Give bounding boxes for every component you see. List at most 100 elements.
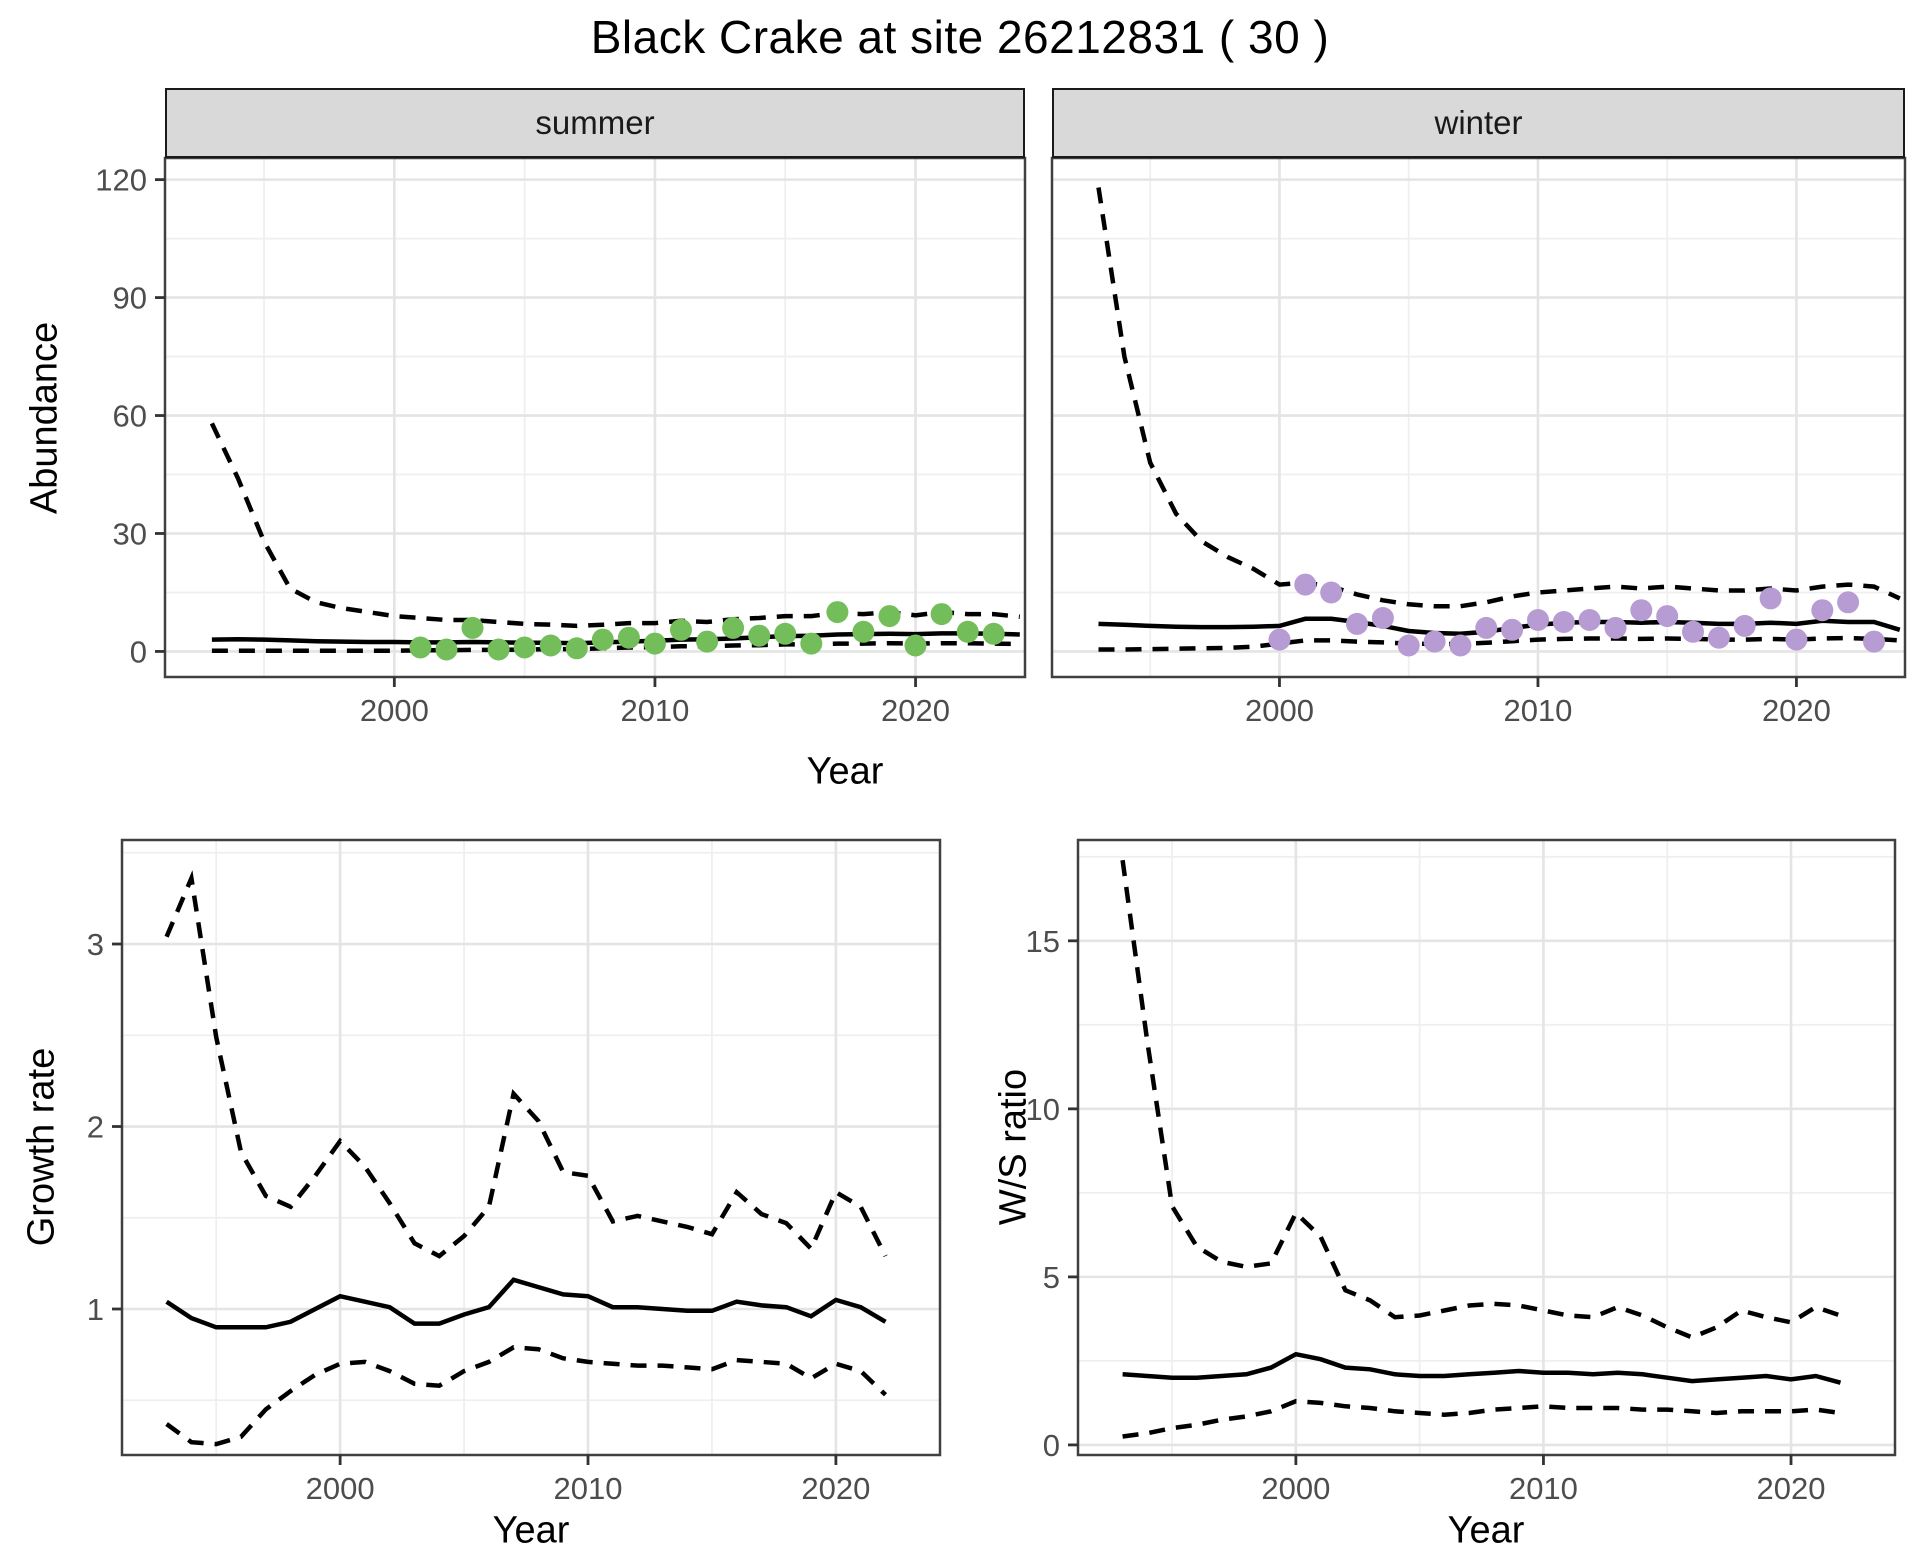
panel-background bbox=[122, 840, 940, 1455]
data-point bbox=[1811, 599, 1834, 622]
data-point bbox=[461, 616, 484, 639]
data-point bbox=[1837, 591, 1860, 614]
panel-border bbox=[1076, 838, 1897, 1457]
data-point bbox=[1527, 609, 1549, 631]
panel-background bbox=[1078, 840, 1895, 1455]
series-lower_ci bbox=[165, 1345, 888, 1447]
axis-ticks: 2000 2010 2020 bbox=[1245, 677, 1831, 728]
chart-title: Black Crake at site 26212831 ( 30 ) bbox=[590, 11, 1330, 63]
gridlines bbox=[1052, 158, 1905, 677]
data-point bbox=[878, 605, 901, 628]
y-tick-label: 3 bbox=[87, 927, 104, 962]
y-tick-label: 60 bbox=[113, 399, 147, 434]
data-point bbox=[539, 634, 562, 657]
data-point bbox=[1294, 573, 1317, 596]
abundance-axis-title: Abundance bbox=[23, 321, 66, 515]
data-point bbox=[1785, 628, 1808, 651]
data-point bbox=[1604, 616, 1627, 639]
facet-strip-winter: winter bbox=[1052, 88, 1905, 158]
x-tick-label: 2010 bbox=[1503, 693, 1572, 728]
data-point bbox=[1423, 630, 1446, 653]
data-point bbox=[617, 626, 640, 649]
data-point bbox=[1475, 616, 1498, 639]
data-point bbox=[1578, 609, 1601, 631]
series-median bbox=[1098, 616, 1901, 637]
y-tick-label: 15 bbox=[1026, 924, 1060, 959]
series-lower_ci bbox=[1122, 1398, 1841, 1439]
x-tick-label: 2000 bbox=[306, 1471, 375, 1506]
x-tick-label: 2010 bbox=[620, 693, 689, 728]
axis-ticks: 2000 2010 2020 0 5 10 15 bbox=[1026, 924, 1826, 1506]
data-point bbox=[800, 632, 823, 655]
data-point bbox=[565, 637, 588, 660]
series-median bbox=[165, 1277, 887, 1330]
data-point bbox=[1371, 607, 1394, 629]
series-upper_ci bbox=[1120, 859, 1842, 1340]
data-point bbox=[774, 622, 797, 645]
data-point bbox=[696, 630, 719, 653]
y-tick-label: 5 bbox=[1043, 1260, 1060, 1295]
series-median bbox=[1122, 1351, 1842, 1385]
data-point bbox=[1552, 611, 1575, 633]
data-point bbox=[1346, 612, 1368, 635]
data-point bbox=[435, 638, 458, 661]
facet-strip-summer-label: summer bbox=[535, 104, 655, 141]
facet-strip-winter-label: winter bbox=[1434, 104, 1523, 141]
data-point bbox=[930, 603, 953, 626]
x-tick-label: 2010 bbox=[554, 1471, 623, 1506]
panel-border bbox=[120, 838, 942, 1457]
panel-growth-rate: 2000 2010 2020 1 2 3 bbox=[87, 838, 942, 1506]
data-point bbox=[852, 620, 875, 643]
axis-ticks: 2000 2010 2020 1 2 3 bbox=[87, 927, 871, 1506]
gridlines bbox=[122, 840, 940, 1455]
data-point bbox=[1501, 618, 1524, 641]
data-point bbox=[1863, 630, 1885, 653]
x-tick-label: 2020 bbox=[1762, 693, 1831, 728]
y-tick-label: 0 bbox=[1043, 1428, 1060, 1463]
panel-border bbox=[163, 156, 1027, 679]
x-tick-label: 2020 bbox=[801, 1471, 870, 1506]
data-point bbox=[1707, 626, 1730, 649]
axis-ticks: 2000 2010 2020 0 30 60 90 120 bbox=[95, 163, 950, 728]
data-point bbox=[748, 624, 771, 647]
x-tick-label: 2000 bbox=[360, 693, 429, 728]
panel-background bbox=[165, 158, 1025, 677]
data-point bbox=[487, 638, 510, 661]
data-point bbox=[409, 636, 432, 659]
y-tick-label: 120 bbox=[95, 163, 147, 198]
data-point bbox=[904, 634, 927, 657]
data-point bbox=[1268, 628, 1291, 651]
data-point bbox=[643, 632, 666, 655]
data-point bbox=[1320, 581, 1343, 604]
data-point bbox=[1630, 599, 1653, 622]
data-point bbox=[591, 628, 614, 651]
y-tick-label: 10 bbox=[1026, 1092, 1060, 1127]
ws-ratio-axis-title: W/S ratio bbox=[992, 1068, 1035, 1226]
observation-points bbox=[409, 601, 1005, 661]
y-tick-label: 2 bbox=[87, 1110, 104, 1145]
observation-points bbox=[1268, 573, 1885, 657]
top-x-axis-title: Year bbox=[806, 750, 884, 793]
series-median bbox=[211, 631, 1020, 646]
data-point bbox=[670, 618, 692, 641]
panel-ws-ratio: 2000 2010 2020 0 5 10 15 bbox=[1026, 838, 1897, 1506]
panel-abundance-summer: 2000 2010 2020 0 30 60 90 120 bbox=[95, 156, 1027, 728]
data-point bbox=[826, 601, 849, 624]
x-tick-label: 2020 bbox=[881, 693, 950, 728]
y-tick-label: 1 bbox=[87, 1292, 104, 1327]
growth-rate-axis-title: Growth rate bbox=[20, 1047, 63, 1247]
data-point bbox=[1656, 605, 1679, 628]
data-point bbox=[1397, 634, 1420, 657]
data-point bbox=[1733, 614, 1756, 637]
x-tick-label: 2020 bbox=[1757, 1471, 1826, 1506]
y-tick-label: 0 bbox=[130, 634, 147, 669]
x-tick-label: 2010 bbox=[1509, 1471, 1578, 1506]
data-point bbox=[982, 622, 1005, 645]
y-tick-label: 30 bbox=[113, 516, 147, 551]
panel-abundance-winter: 2000 2010 2020 bbox=[1050, 156, 1907, 728]
data-point bbox=[956, 620, 979, 643]
facet-strip-summer: summer bbox=[165, 88, 1025, 158]
data-point bbox=[1759, 587, 1782, 610]
x-tick-label: 2000 bbox=[1245, 693, 1314, 728]
